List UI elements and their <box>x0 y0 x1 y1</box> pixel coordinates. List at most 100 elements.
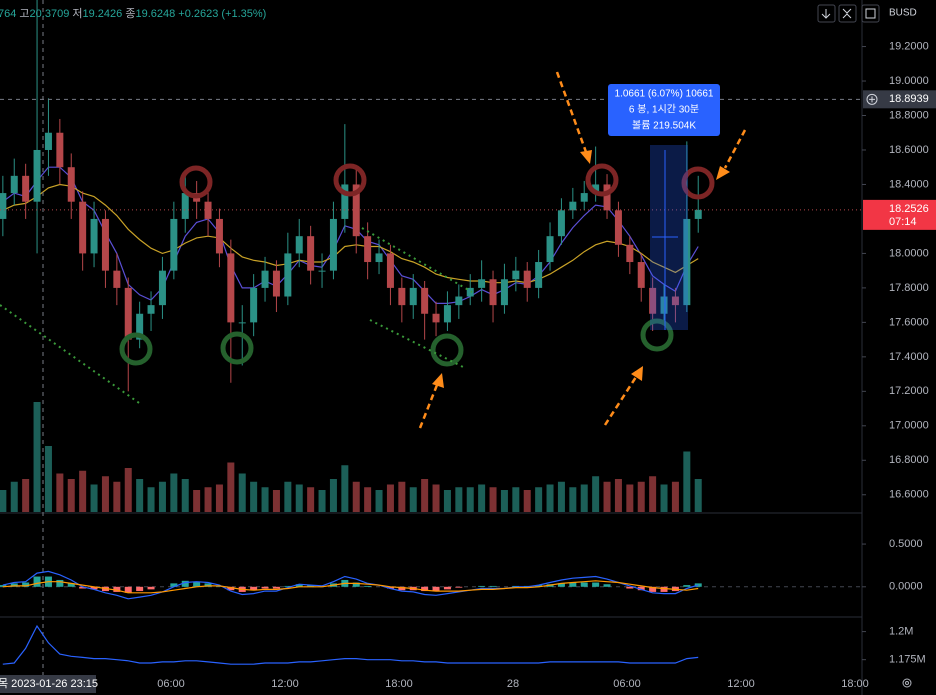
volume-bar <box>614 479 622 512</box>
line <box>2 570 699 600</box>
x-tick-label: 06:00 <box>613 678 641 690</box>
histogram-bar <box>193 581 201 587</box>
candle-body <box>147 305 155 314</box>
add-alert-icon <box>869 96 875 103</box>
line <box>2 624 699 665</box>
crosshair-price: 18.8939 <box>889 93 929 105</box>
histogram-bar <box>569 582 577 587</box>
volume-bar <box>580 484 588 512</box>
settings[interactable] <box>902 678 912 688</box>
candle-body <box>466 287 474 297</box>
y-tick-label: 18.0000 <box>889 247 929 259</box>
icon <box>905 681 909 685</box>
candle-body <box>592 184 600 194</box>
histogram-bar <box>649 586 657 592</box>
volume-bar <box>489 487 497 512</box>
volume-bar <box>637 481 645 512</box>
candle-body <box>580 193 588 202</box>
icon <box>902 678 912 688</box>
x-tick-label: 12:00 <box>727 678 755 690</box>
histogram-bar <box>580 582 588 587</box>
line <box>2 166 699 304</box>
volume-bar <box>455 487 463 512</box>
volume-bar <box>124 468 132 512</box>
y-tick-label: 17.8000 <box>889 282 929 294</box>
last-price: 18.2526 <box>889 203 929 215</box>
candle-body <box>272 270 280 297</box>
volume-bar <box>284 481 292 512</box>
candle-body <box>44 132 52 150</box>
legend-label: 저 <box>72 7 82 20</box>
candle-body <box>10 175 18 194</box>
volume-bar <box>215 484 223 512</box>
candle-body <box>694 209 702 219</box>
volume-bar <box>512 487 520 512</box>
histogram-bar <box>124 586 132 593</box>
x-tick-label: 06:00 <box>157 678 185 690</box>
red-circles <box>179 163 715 200</box>
legend-label: 고 <box>19 8 29 20</box>
histogram-bar <box>90 586 98 590</box>
arrow-head <box>580 150 592 164</box>
histogram-bar <box>637 586 645 591</box>
volume-bar <box>603 481 611 512</box>
candle-body <box>409 287 417 306</box>
histogram-bar <box>592 582 600 587</box>
candle-body <box>101 218 109 271</box>
y-tick-label: 1.2M <box>889 626 913 638</box>
candle-body <box>398 287 406 306</box>
candle-body <box>603 184 611 211</box>
y-tick-label: 17.2000 <box>889 385 929 397</box>
volume-bar <box>535 487 543 512</box>
histogram-bar <box>284 585 292 587</box>
candle-body <box>546 236 554 263</box>
candle-body <box>0 193 7 219</box>
ohlc-legend: 764 고20.3709 저19.2426 종19.6248 +0.2623 (… <box>0 7 266 20</box>
histogram-bar <box>489 585 497 587</box>
arrow-head <box>631 366 643 381</box>
volume-bar <box>67 479 75 512</box>
candle-body <box>250 287 258 323</box>
volume-bar <box>671 481 679 512</box>
candle-body <box>170 218 178 271</box>
candle-body <box>67 167 75 202</box>
candle-body <box>637 262 645 288</box>
y-tick-label: 17.4000 <box>889 351 929 363</box>
candle-body <box>386 253 394 288</box>
candle-body <box>318 270 326 272</box>
last-price-tag <box>863 199 936 230</box>
volume-bar <box>341 465 349 512</box>
volume-bar <box>22 479 30 512</box>
histogram-bar <box>204 583 212 587</box>
y-tick-label: 0.5000 <box>889 538 923 550</box>
candle-body <box>455 296 463 306</box>
circle <box>179 165 213 199</box>
x-tick-label: 18:00 <box>841 678 869 690</box>
candle-body <box>261 270 269 288</box>
button[interactable] <box>861 4 880 23</box>
candle-body <box>649 287 657 314</box>
histogram-bar <box>603 584 611 587</box>
add-alert-icon[interactable] <box>866 93 878 105</box>
histogram-bar <box>79 586 87 589</box>
button[interactable] <box>817 4 836 23</box>
y-tick-label: 1.175M <box>889 654 926 666</box>
candle-body <box>136 313 144 340</box>
button[interactable] <box>838 4 857 23</box>
volume-bar <box>261 487 269 512</box>
circle <box>220 331 254 365</box>
circle <box>333 163 367 197</box>
candle-body <box>478 279 486 288</box>
candle-body <box>432 313 440 323</box>
volume-bar <box>158 481 166 512</box>
histogram-bar <box>694 583 702 587</box>
measure-text: 6 봉, 1시간 30분 <box>629 104 699 116</box>
volume-bar <box>181 479 189 512</box>
volume-bar <box>443 490 451 512</box>
volume-bar <box>10 481 18 512</box>
countdown: 07:14 <box>889 216 917 228</box>
volume-bar <box>398 481 406 512</box>
y-tick-label: 18.8000 <box>889 109 929 121</box>
y-tick-label: 16.6000 <box>889 489 929 501</box>
